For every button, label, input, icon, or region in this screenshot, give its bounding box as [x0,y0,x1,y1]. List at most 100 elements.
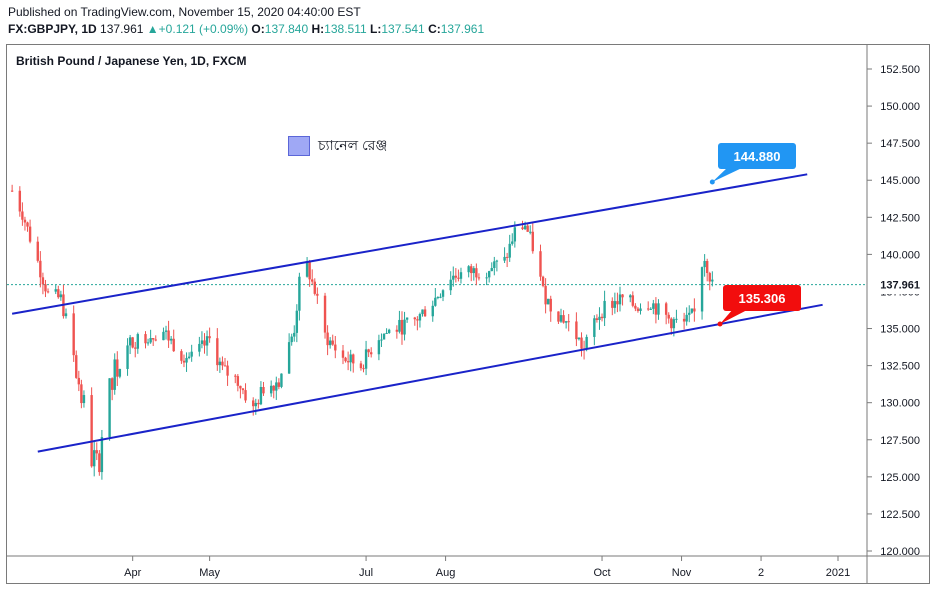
candle-body[interactable] [93,450,96,467]
candle-body[interactable] [521,227,524,230]
candle-body[interactable] [405,317,409,320]
candle-body[interactable] [218,361,222,366]
candle-body[interactable] [185,357,188,363]
candle-body[interactable] [649,308,652,310]
candle-body[interactable] [257,402,260,405]
candle-body[interactable] [546,298,550,305]
candle-body[interactable] [252,400,255,407]
candle-body[interactable] [611,300,614,308]
candle-body[interactable] [262,386,265,394]
candle-body[interactable] [334,344,337,351]
candle-body[interactable] [10,190,14,192]
candle-body[interactable] [549,298,552,312]
candle-body[interactable] [367,349,370,353]
candle-body[interactable] [529,231,532,233]
candle-body[interactable] [682,318,686,322]
candle-body[interactable] [708,273,711,282]
candle-body[interactable] [234,375,237,377]
candle-body[interactable] [136,334,140,349]
candle-body[interactable] [305,261,309,277]
candle-body[interactable] [39,260,42,278]
candle-body[interactable] [287,342,291,374]
candle-body[interactable] [311,279,314,282]
candles[interactable] [10,184,714,480]
candle-body[interactable] [223,365,227,367]
candle-body[interactable] [46,291,50,293]
candle-body[interactable] [564,321,568,323]
lower-channel-line[interactable] [37,303,823,453]
candle-body[interactable] [454,275,458,278]
candle-body[interactable] [280,373,283,387]
candle-body[interactable] [472,268,475,274]
candle-body[interactable] [631,295,635,306]
candle-body[interactable] [182,360,186,363]
candle-body[interactable] [370,352,373,355]
candle-body[interactable] [470,266,473,274]
candle-body[interactable] [385,332,388,334]
candle-body[interactable] [308,261,311,280]
legend[interactable]: চ্যানেল রেঞ্জ [288,134,387,158]
candle-body[interactable] [629,295,632,298]
candle-body[interactable] [667,314,670,319]
candle-body[interactable] [380,339,383,341]
candle-body[interactable] [226,365,229,376]
candle-body[interactable] [331,340,334,345]
candle-body[interactable] [523,225,527,230]
candle-body[interactable] [21,211,24,220]
candle-body[interactable] [387,329,391,333]
candle-body[interactable] [382,333,386,340]
candle-body[interactable] [144,334,147,344]
candle-body[interactable] [449,279,452,291]
candle-body[interactable] [72,313,75,356]
channel-lines[interactable] [11,173,823,453]
candle-body[interactable] [477,277,481,279]
candle-body[interactable] [216,338,219,366]
candle-body[interactable] [272,385,275,391]
candle-body[interactable] [487,271,491,278]
candle-body[interactable] [495,260,499,262]
candle-body[interactable] [146,342,150,344]
candle-body[interactable] [198,343,201,352]
candle-body[interactable] [344,357,347,362]
candle-body[interactable] [54,289,57,292]
candle-body[interactable] [82,395,86,404]
candle-body[interactable] [513,227,517,242]
candle-body[interactable] [531,231,534,252]
candle-body[interactable] [98,453,101,473]
candle-body[interactable] [323,295,327,333]
candle-body[interactable] [621,294,624,298]
candle-body[interactable] [162,331,165,341]
candle-body[interactable] [41,277,45,285]
candle-body[interactable] [313,281,316,294]
candle-body[interactable] [108,378,111,438]
candle-body[interactable] [110,378,114,390]
candle-body[interactable] [618,294,622,305]
candle-body[interactable] [421,309,424,315]
candle-body[interactable] [208,336,211,339]
candle-body[interactable] [505,256,509,258]
candle-body[interactable] [700,267,704,312]
candle-body[interactable] [416,319,419,321]
candle-body[interactable] [200,340,204,344]
candle-body[interactable] [295,310,299,333]
candle-body[interactable] [600,316,604,319]
candle-body[interactable] [475,268,478,278]
price-axis[interactable]: 120.000 122.500 125.000 127.500 130.000 132.5… [867,64,920,558]
upper-channel-line[interactable] [11,173,808,315]
candle-body[interactable] [690,308,694,313]
candle-body[interactable] [298,276,301,311]
candle-body[interactable] [685,314,688,322]
candle-body[interactable] [364,349,368,369]
candle-body[interactable] [90,395,93,467]
candle-body[interactable] [236,376,240,386]
callouts[interactable]: 144.880 135.306 [709,143,801,327]
candle-body[interactable] [603,300,606,319]
candle-body[interactable] [616,301,619,305]
candle-body[interactable] [559,315,563,322]
candle-body[interactable] [508,243,511,258]
candle-body[interactable] [44,284,47,292]
candle-body[interactable] [493,261,496,269]
candle-body[interactable] [398,319,401,332]
candle-body[interactable] [203,340,206,346]
candle-body[interactable] [557,311,560,322]
